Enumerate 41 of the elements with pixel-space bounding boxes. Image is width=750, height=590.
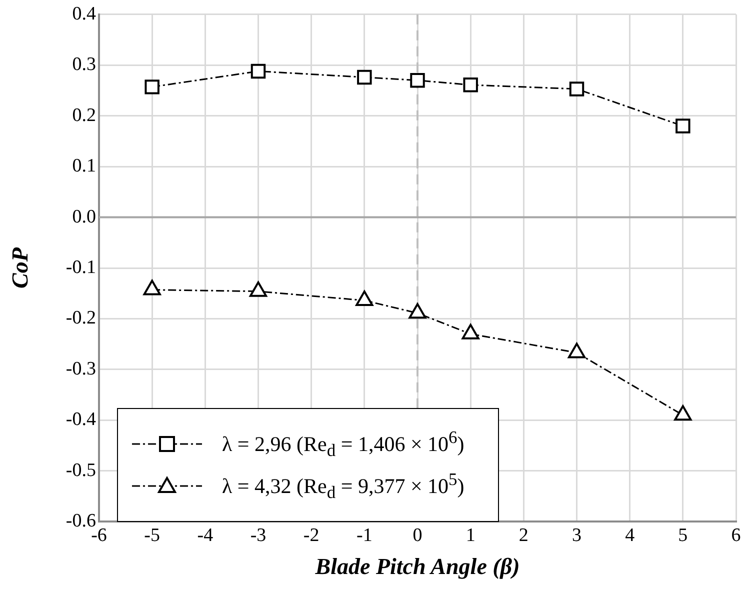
y-tick-label: -0.3	[66, 358, 96, 380]
x-axis-title: Blade Pitch Angle (β)	[314, 554, 520, 580]
x-tick-label: -4	[197, 524, 214, 546]
point	[463, 78, 478, 92]
y-axis-title: CoP	[8, 246, 33, 288]
x-tick-label: 6	[731, 524, 741, 546]
y-tick-label: -0.5	[66, 460, 96, 481]
x-tick-label: 3	[572, 524, 582, 546]
legend-label: λ = 4,32 (Re$_{d}$ = 9,377 × 10$^{5}$)	[222, 468, 464, 503]
legend-label: λ = 2,96 (Re$_{d}$ = 1,406 × 10$^{6}$)	[222, 426, 464, 461]
y-tick-label: 0.0	[72, 206, 96, 228]
x-tick-label: 2	[518, 524, 528, 546]
point	[357, 70, 372, 85]
point	[568, 342, 586, 358]
x-tick-label: -5	[144, 524, 160, 546]
x-tick-label: -2	[303, 524, 320, 546]
y-tick-label: -0.2	[66, 308, 96, 329]
x-tick-label: 0	[412, 524, 422, 546]
x-tick-label: 4	[625, 524, 636, 546]
point	[569, 82, 584, 96]
y-tick-label: 0.3	[72, 54, 96, 76]
x-tick-label: 1	[466, 524, 476, 546]
point	[356, 290, 374, 306]
y-tick-label: -0.6	[66, 510, 96, 532]
x-tick-label: -1	[356, 524, 372, 546]
y-tick-label: 0.4	[72, 3, 96, 24]
x-tick-label: 5	[678, 524, 688, 546]
point	[144, 80, 160, 94]
point	[462, 324, 480, 340]
point	[249, 281, 268, 297]
point	[408, 303, 426, 319]
y-tick-label: 0.1	[72, 156, 96, 177]
point	[676, 118, 690, 134]
y-tick-label: -0.1	[66, 256, 96, 278]
point	[674, 405, 692, 421]
point	[250, 64, 266, 79]
y-tick-label: -0.4	[66, 409, 96, 430]
x-tick-label: -3	[250, 524, 266, 546]
y-tick-label: 0.2	[72, 104, 96, 126]
point	[410, 72, 425, 88]
point	[143, 280, 161, 296]
